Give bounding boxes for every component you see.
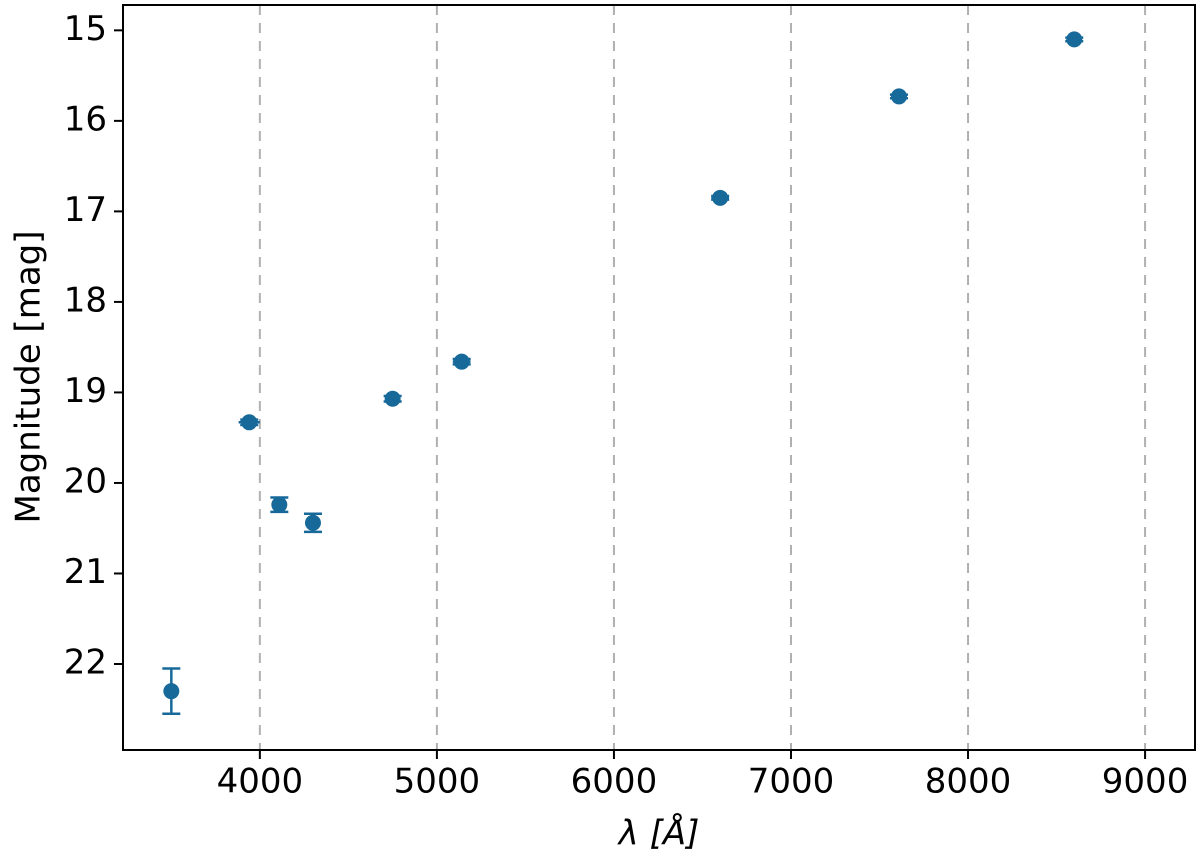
x-tick-label: 5000 [394, 762, 481, 802]
y-axis-label: Magnitude [mag] [9, 230, 49, 523]
x-axis-label: λ [Å] [617, 813, 700, 854]
plot-frame [122, 4, 1196, 751]
x-tick-label: 9000 [1102, 762, 1189, 802]
x-tick-label: 4000 [217, 762, 304, 802]
x-tick-label: 8000 [925, 762, 1012, 802]
data-point [241, 414, 258, 431]
y-tick-label: 19 [64, 371, 107, 411]
data-point [890, 88, 907, 105]
data-point [304, 514, 321, 531]
y-tick-label: 15 [64, 9, 107, 49]
data-point [1066, 31, 1083, 48]
data-point [271, 496, 288, 513]
x-tick-label: 7000 [748, 762, 835, 802]
x-tick-label: 6000 [571, 762, 658, 802]
y-tick-label: 22 [64, 643, 107, 683]
y-tick-label: 21 [64, 552, 107, 592]
y-tick-label: 17 [64, 190, 107, 230]
data-point [163, 683, 180, 700]
data-point [384, 390, 401, 407]
y-tick-label: 18 [64, 280, 107, 320]
y-tick-label: 20 [64, 461, 107, 501]
y-tick-label: 16 [64, 99, 107, 139]
data-point [712, 189, 729, 206]
data-point [453, 353, 470, 370]
